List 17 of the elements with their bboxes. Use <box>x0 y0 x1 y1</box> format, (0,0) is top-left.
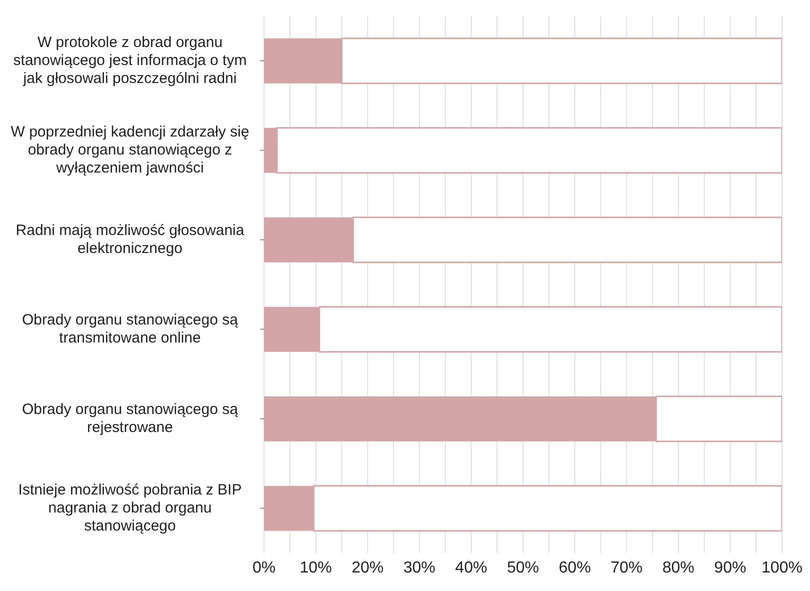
x-tick-label: 40% <box>455 559 488 576</box>
x-tick-label: 30% <box>403 559 436 576</box>
x-tick-label: 50% <box>506 559 540 576</box>
x-tick-label: 70% <box>610 559 643 576</box>
x-tick-label: 60% <box>558 559 591 576</box>
x-tick-label: 80% <box>662 559 694 576</box>
y-tick-label: Obrady organu stanowiącego są transmitowane online <box>22 311 239 346</box>
y-tick-label: Istnieje możliwość pobrania z BIP nagrania z obrad organu stanowiącego <box>18 481 242 534</box>
x-tick-label: 0% <box>252 559 276 576</box>
x-tick-label: 90% <box>714 559 746 576</box>
x-tick-label: 100% <box>762 559 802 576</box>
x-tick-label: 20% <box>352 559 384 576</box>
y-tick-label: W protokole z obrad organu stanowiącego jest informacja o tym jak głosowali poszczególni radni <box>13 34 247 87</box>
y-tick-label: Radni mają możliwość głosowania elektronicznego <box>16 222 245 257</box>
x-tick-label: 10% <box>300 559 332 576</box>
y-tick-label: Obrady organu stanowiącego są rejestrowane <box>22 400 239 436</box>
y-tick-label: W poprzedniej kadencji zdarzały się obrady organu stanowiącego z wyłączeniem jawności <box>10 123 250 176</box>
